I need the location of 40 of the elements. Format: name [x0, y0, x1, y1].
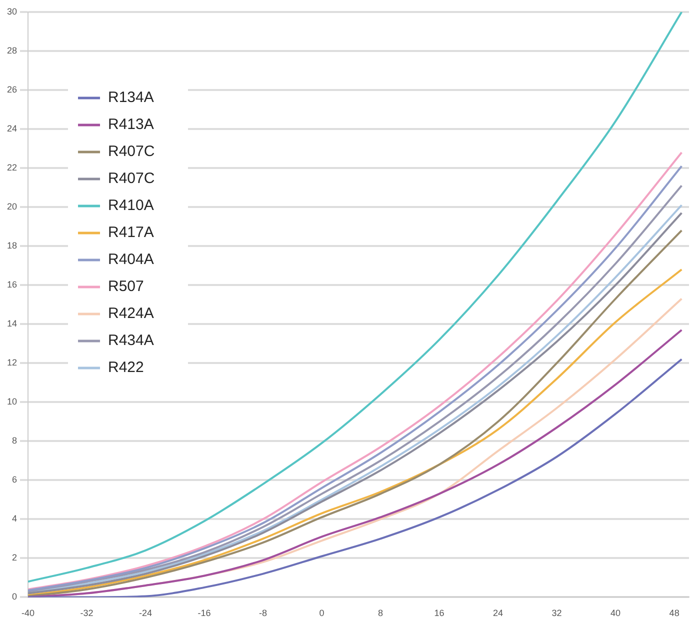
legend-label: R404A: [108, 251, 154, 268]
y-tick-label: 12: [6, 358, 18, 368]
y-tick-label: 0: [12, 592, 18, 602]
y-tick-label: 10: [6, 396, 18, 407]
y-tick-label: 4: [12, 514, 18, 524]
legend-label: R422: [108, 359, 144, 376]
x-tick-label: -24: [139, 608, 152, 618]
legend-label: R434A: [108, 332, 154, 350]
x-tick-label: -32: [80, 608, 94, 618]
y-tick-label: 28: [6, 46, 18, 56]
x-tick-label: 0: [319, 608, 324, 618]
x-tick-label: -16: [198, 608, 211, 618]
legend-label: R410A: [108, 197, 154, 214]
x-tick-label: 16: [434, 608, 444, 618]
y-tick-label: 2: [12, 552, 18, 563]
legend-label: R134A: [108, 89, 154, 106]
y-tick-label: 24: [6, 124, 18, 134]
y-tick-label: 14: [6, 318, 18, 329]
y-tick-label: 26: [6, 84, 18, 95]
y-tick-label: 30: [6, 6, 18, 16]
x-tick-label: 48: [669, 608, 680, 618]
legend-label: R413A: [108, 116, 154, 134]
y-tick-label: 22: [6, 162, 18, 173]
legend-label: R507: [108, 278, 144, 296]
y-tick-label: 20: [6, 202, 18, 212]
x-tick-label: -40: [22, 608, 35, 618]
legend-label: R417A: [108, 224, 154, 242]
x-tick-label: 24: [493, 608, 504, 618]
y-tick-label: 18: [6, 240, 18, 251]
y-tick-label: 6: [12, 474, 18, 485]
line-series: [28, 12, 683, 583]
legend-label: R407C: [108, 143, 155, 160]
x-tick-label: 40: [610, 608, 621, 618]
legend-label: R407C: [108, 170, 155, 188]
x-tick-label: 32: [552, 608, 562, 618]
y-tick-label: 8: [12, 436, 18, 446]
legend-label: R424A: [108, 305, 154, 322]
y-tick-label: 16: [6, 280, 18, 290]
x-tick-label: -8: [259, 608, 268, 618]
x-tick-label: 8: [378, 608, 384, 618]
